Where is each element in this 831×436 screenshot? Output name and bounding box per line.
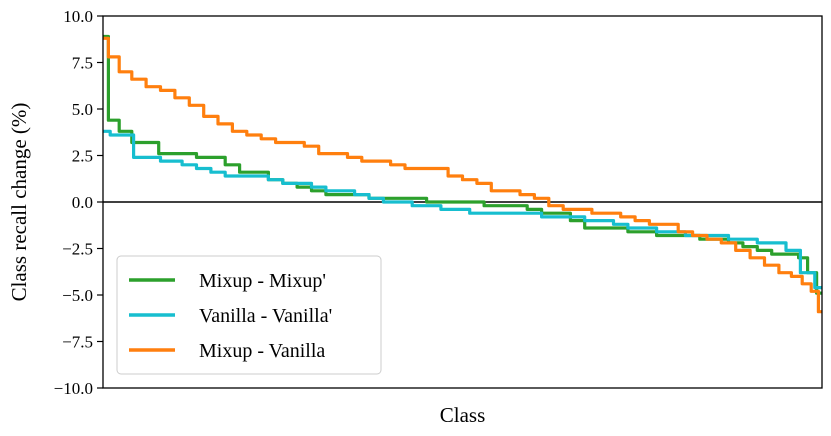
series-line-2	[103, 36, 822, 314]
y-tick-label: −7.5	[62, 333, 93, 352]
series-line-0	[103, 34, 822, 295]
legend-label: Mixup - Mixup'	[199, 270, 326, 292]
y-axis-label: Class recall change (%)	[7, 103, 31, 302]
legend: Mixup - Mixup' Vanilla - Vanilla' Mixup - …	[116, 255, 382, 375]
legend-label: Vanilla - Vanilla'	[199, 305, 332, 327]
legend-label: Mixup - Vanilla	[199, 340, 325, 362]
y-axis-ticks: 10.0 7.5 5.0 2.5 0.0 −2.5 −5.0 −7.5 −10.0	[54, 7, 103, 398]
series-lines	[103, 34, 822, 314]
y-tick-label: 2.5	[72, 147, 93, 166]
plot-frame	[102, 15, 823, 389]
y-tick-label: −2.5	[62, 240, 93, 259]
y-tick-label: −10.0	[54, 379, 93, 398]
y-tick-label: 7.5	[72, 54, 93, 73]
y-tick-label: −5.0	[62, 286, 93, 305]
y-tick-label: 5.0	[72, 100, 93, 119]
legend-box	[116, 255, 382, 375]
x-axis-label: Class	[440, 403, 486, 427]
y-tick-label: 0.0	[72, 193, 93, 212]
y-tick-label: 10.0	[63, 7, 93, 26]
